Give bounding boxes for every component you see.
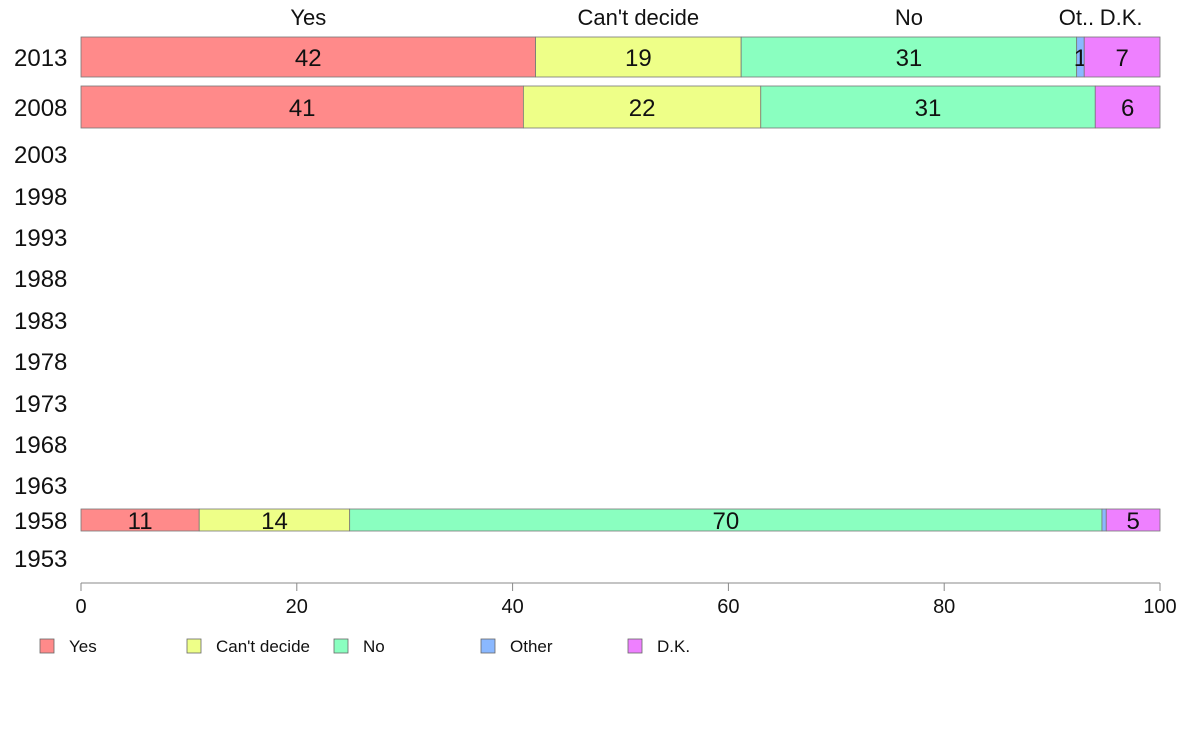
data-label-1958-no: 70 xyxy=(712,508,739,535)
x-tick-label-100: 100 xyxy=(1143,596,1176,618)
legend-label-d-k-: D.K. xyxy=(657,637,690,656)
bar-2008-yes xyxy=(80,85,524,129)
x-tick-label-40: 40 xyxy=(501,596,523,618)
column-header-can-t-decide: Can't decide xyxy=(578,5,700,30)
bar-2008-d-k- xyxy=(1094,85,1161,129)
bar-2013-d-k- xyxy=(1083,36,1161,78)
year-label-1993: 1993 xyxy=(14,225,67,252)
legend-label-yes: Yes xyxy=(69,637,97,656)
column-header-other: Ot.. xyxy=(1059,5,1094,30)
legend-swatch-can-t-decide xyxy=(186,638,202,654)
legend-swatch-other xyxy=(480,638,496,654)
data-label-2008-no: 31 xyxy=(915,95,942,122)
bar-2013-can-t-decide xyxy=(535,36,742,78)
legend-label-can-t-decide: Can't decide xyxy=(216,637,310,656)
legend-swatch-no xyxy=(333,638,349,654)
data-label-1958-yes: 11 xyxy=(128,508,153,535)
bar-2013-yes xyxy=(80,36,536,78)
data-label-2013-no: 31 xyxy=(896,45,923,72)
bar-2008-no xyxy=(760,85,1096,129)
data-label-1958-d-k-: 5 xyxy=(1126,508,1139,535)
legend-label-other: Other xyxy=(510,637,553,656)
x-tick-label-0: 0 xyxy=(75,596,86,618)
column-header-no: No xyxy=(895,5,923,30)
bar-2013-no xyxy=(740,36,1078,78)
year-label-2013: 2013 xyxy=(14,45,67,72)
year-label-1973: 1973 xyxy=(14,391,67,418)
year-label-2003: 2003 xyxy=(14,142,67,169)
year-label-1953: 1953 xyxy=(14,546,67,573)
year-label-2008: 2008 xyxy=(14,95,67,122)
year-label-1998: 1998 xyxy=(14,184,67,211)
x-tick-label-20: 20 xyxy=(286,596,308,618)
bar-2008-can-t-decide xyxy=(522,85,762,129)
year-label-1958: 1958 xyxy=(14,508,67,535)
data-label-2013-yes: 42 xyxy=(295,45,322,72)
data-label-2013-d-k-: 7 xyxy=(1115,45,1128,72)
year-label-1968: 1968 xyxy=(14,432,67,459)
legend-label-no: No xyxy=(363,637,385,656)
data-label-2013-other: 1 xyxy=(1074,45,1087,72)
column-header-d-k-: D.K. xyxy=(1100,5,1143,30)
year-label-1978: 1978 xyxy=(14,349,67,376)
data-label-2013-can-t-decide: 19 xyxy=(625,45,652,72)
year-label-1963: 1963 xyxy=(14,473,67,500)
data-label-2008-can-t-decide: 22 xyxy=(629,95,656,122)
bar-1958-d-k- xyxy=(1105,508,1161,532)
data-label-2008-yes: 41 xyxy=(289,95,316,122)
x-tick-label-80: 80 xyxy=(933,596,955,618)
data-label-1958-can-t-decide: 14 xyxy=(261,508,288,535)
x-tick-label-60: 60 xyxy=(717,596,739,618)
legend-swatch-d-k- xyxy=(627,638,643,654)
legend-swatch-yes xyxy=(39,638,55,654)
bar-1958-other xyxy=(1101,508,1107,532)
column-header-yes: Yes xyxy=(290,5,326,30)
data-label-2008-d-k-: 6 xyxy=(1121,95,1134,122)
year-label-1983: 1983 xyxy=(14,308,67,335)
year-label-1988: 1988 xyxy=(14,266,67,293)
